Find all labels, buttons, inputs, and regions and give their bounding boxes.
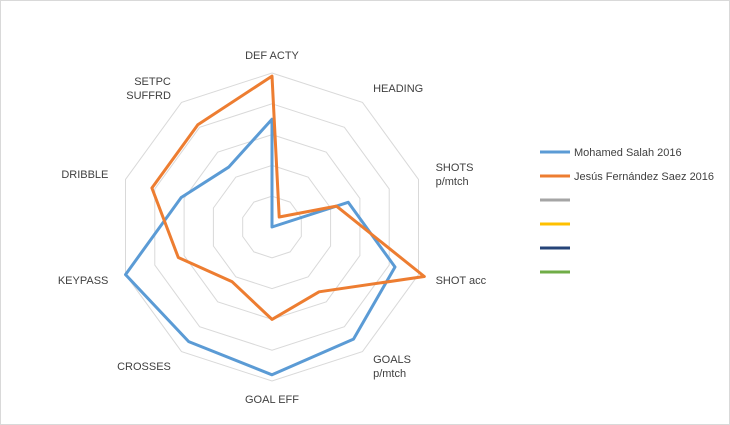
- series-layer: [124, 74, 426, 377]
- grid-ring-4: [154, 103, 390, 351]
- axis-label-shots-p-mtch: SHOTS p/mtch: [436, 162, 474, 188]
- axis-label-setpc-suffrd: SETPC SUFFRD: [126, 76, 171, 102]
- axis-label-goals-p-mtch: GOALS p/mtch: [373, 354, 411, 380]
- axis-label-def-acty: DEF ACTY: [245, 50, 299, 62]
- series-0-line: [124, 117, 397, 377]
- grid-ring-2: [212, 164, 332, 290]
- legend-label-0: Mohamed Salah 2016: [574, 147, 682, 159]
- axis-labels: DEF ACTY HEADING SHOTS p/mtch SHOT acc GOALS p…: [58, 50, 487, 406]
- axis-label-heading: HEADING: [373, 83, 423, 95]
- legend-label-1: Jesús Fernández Saez 2016: [574, 171, 714, 183]
- axis-label-goal-eff: GOAL EFF: [245, 394, 299, 406]
- legend: Mohamed Salah 2016 Jesús Fernández Saez 2…: [540, 147, 714, 274]
- grid-ring-5: [125, 72, 419, 382]
- series-1-line: [150, 74, 426, 321]
- axis-label-keypass: KEYPASS: [58, 275, 109, 287]
- axis-label-crosses: CROSSES: [117, 361, 171, 373]
- axis-label-shot-acc: SHOT acc: [436, 275, 487, 287]
- axis-label-dribble: DRIBBLE: [61, 169, 108, 181]
